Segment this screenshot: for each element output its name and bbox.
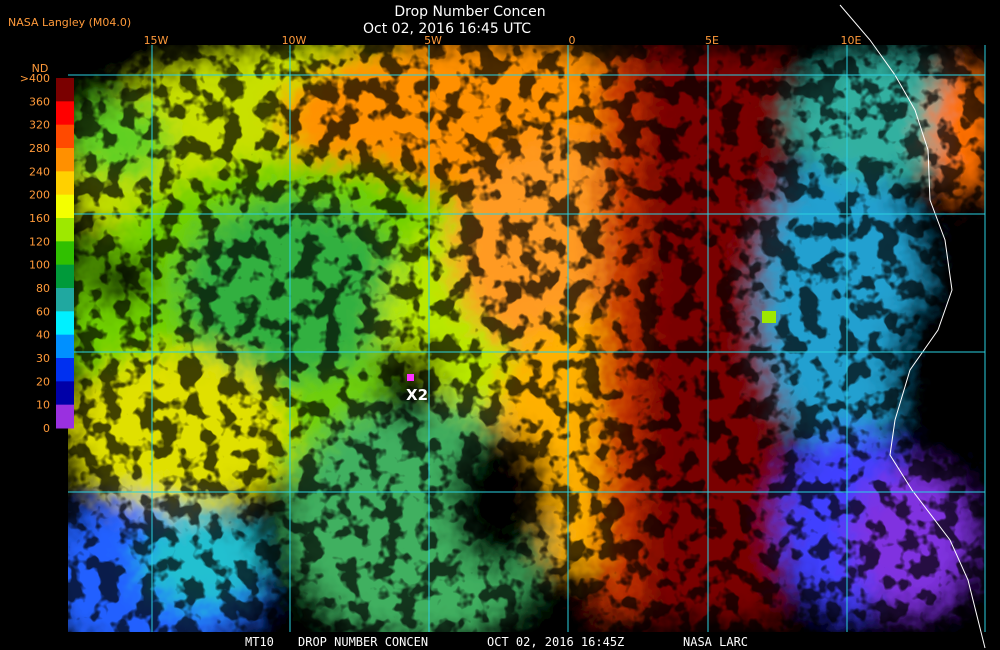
- imagery: [68, 45, 985, 632]
- site-marker: [407, 374, 414, 381]
- lon-label: 15W: [144, 34, 169, 47]
- legend-title: ND: [32, 62, 49, 75]
- legend-label: 280: [29, 142, 50, 155]
- legend-label: 100: [29, 259, 50, 272]
- legend-label: 30: [36, 352, 50, 365]
- legend-swatch: [56, 124, 74, 149]
- footer-item: DROP NUMBER CONCEN: [298, 635, 428, 649]
- footer-item: MT10: [245, 635, 274, 649]
- coastline: [839, 4, 986, 649]
- legend-label: 0: [43, 422, 50, 435]
- legend-swatch: [56, 264, 74, 289]
- legend-label: 160: [29, 212, 50, 225]
- legend-swatch: [56, 241, 74, 266]
- legend-swatch: [56, 311, 74, 336]
- legend-swatch: [56, 78, 74, 102]
- legend-label: 40: [36, 329, 50, 342]
- legend-swatch: [56, 148, 74, 172]
- legend-swatch: [56, 358, 74, 382]
- legend-swatch: [56, 218, 74, 242]
- title: Drop Number Concen: [394, 4, 545, 20]
- legend-label: 120: [29, 235, 50, 248]
- legend-swatch: [56, 101, 74, 126]
- source: NASA Langley (M04.0): [8, 16, 131, 29]
- legend-label: 80: [36, 282, 50, 295]
- texture: [68, 45, 985, 632]
- footer-item: OCT 02, 2016 16:45Z: [487, 635, 624, 649]
- footer-item: NASA LARC: [683, 635, 748, 649]
- legend-swatch: [56, 334, 74, 359]
- legend-label: 60: [36, 305, 50, 318]
- legend-label: 20: [36, 375, 50, 388]
- site-label: X2: [406, 386, 428, 404]
- lon-label: 5E: [705, 34, 719, 47]
- legend-swatch: [56, 404, 74, 429]
- legend-label: 360: [29, 95, 50, 108]
- legend-swatch: [56, 381, 74, 406]
- pixel: [762, 311, 776, 323]
- legend-label: 240: [29, 165, 50, 178]
- lon-label: 5W: [424, 34, 442, 47]
- graticule: [68, 45, 986, 632]
- legend-swatch: [56, 194, 74, 219]
- legend-label: 10: [36, 399, 50, 412]
- legend-swatch: [56, 288, 74, 312]
- lon-label: 0: [569, 34, 576, 47]
- lon-label: 10W: [282, 34, 307, 47]
- lon-label: 10E: [841, 34, 862, 47]
- legend-label: >400: [20, 72, 50, 85]
- legend-swatch: [56, 171, 74, 196]
- legend-label: 320: [29, 119, 50, 132]
- legend-label: 200: [29, 189, 50, 202]
- datetime: Oct 02, 2016 16:45 UTC: [363, 21, 531, 37]
